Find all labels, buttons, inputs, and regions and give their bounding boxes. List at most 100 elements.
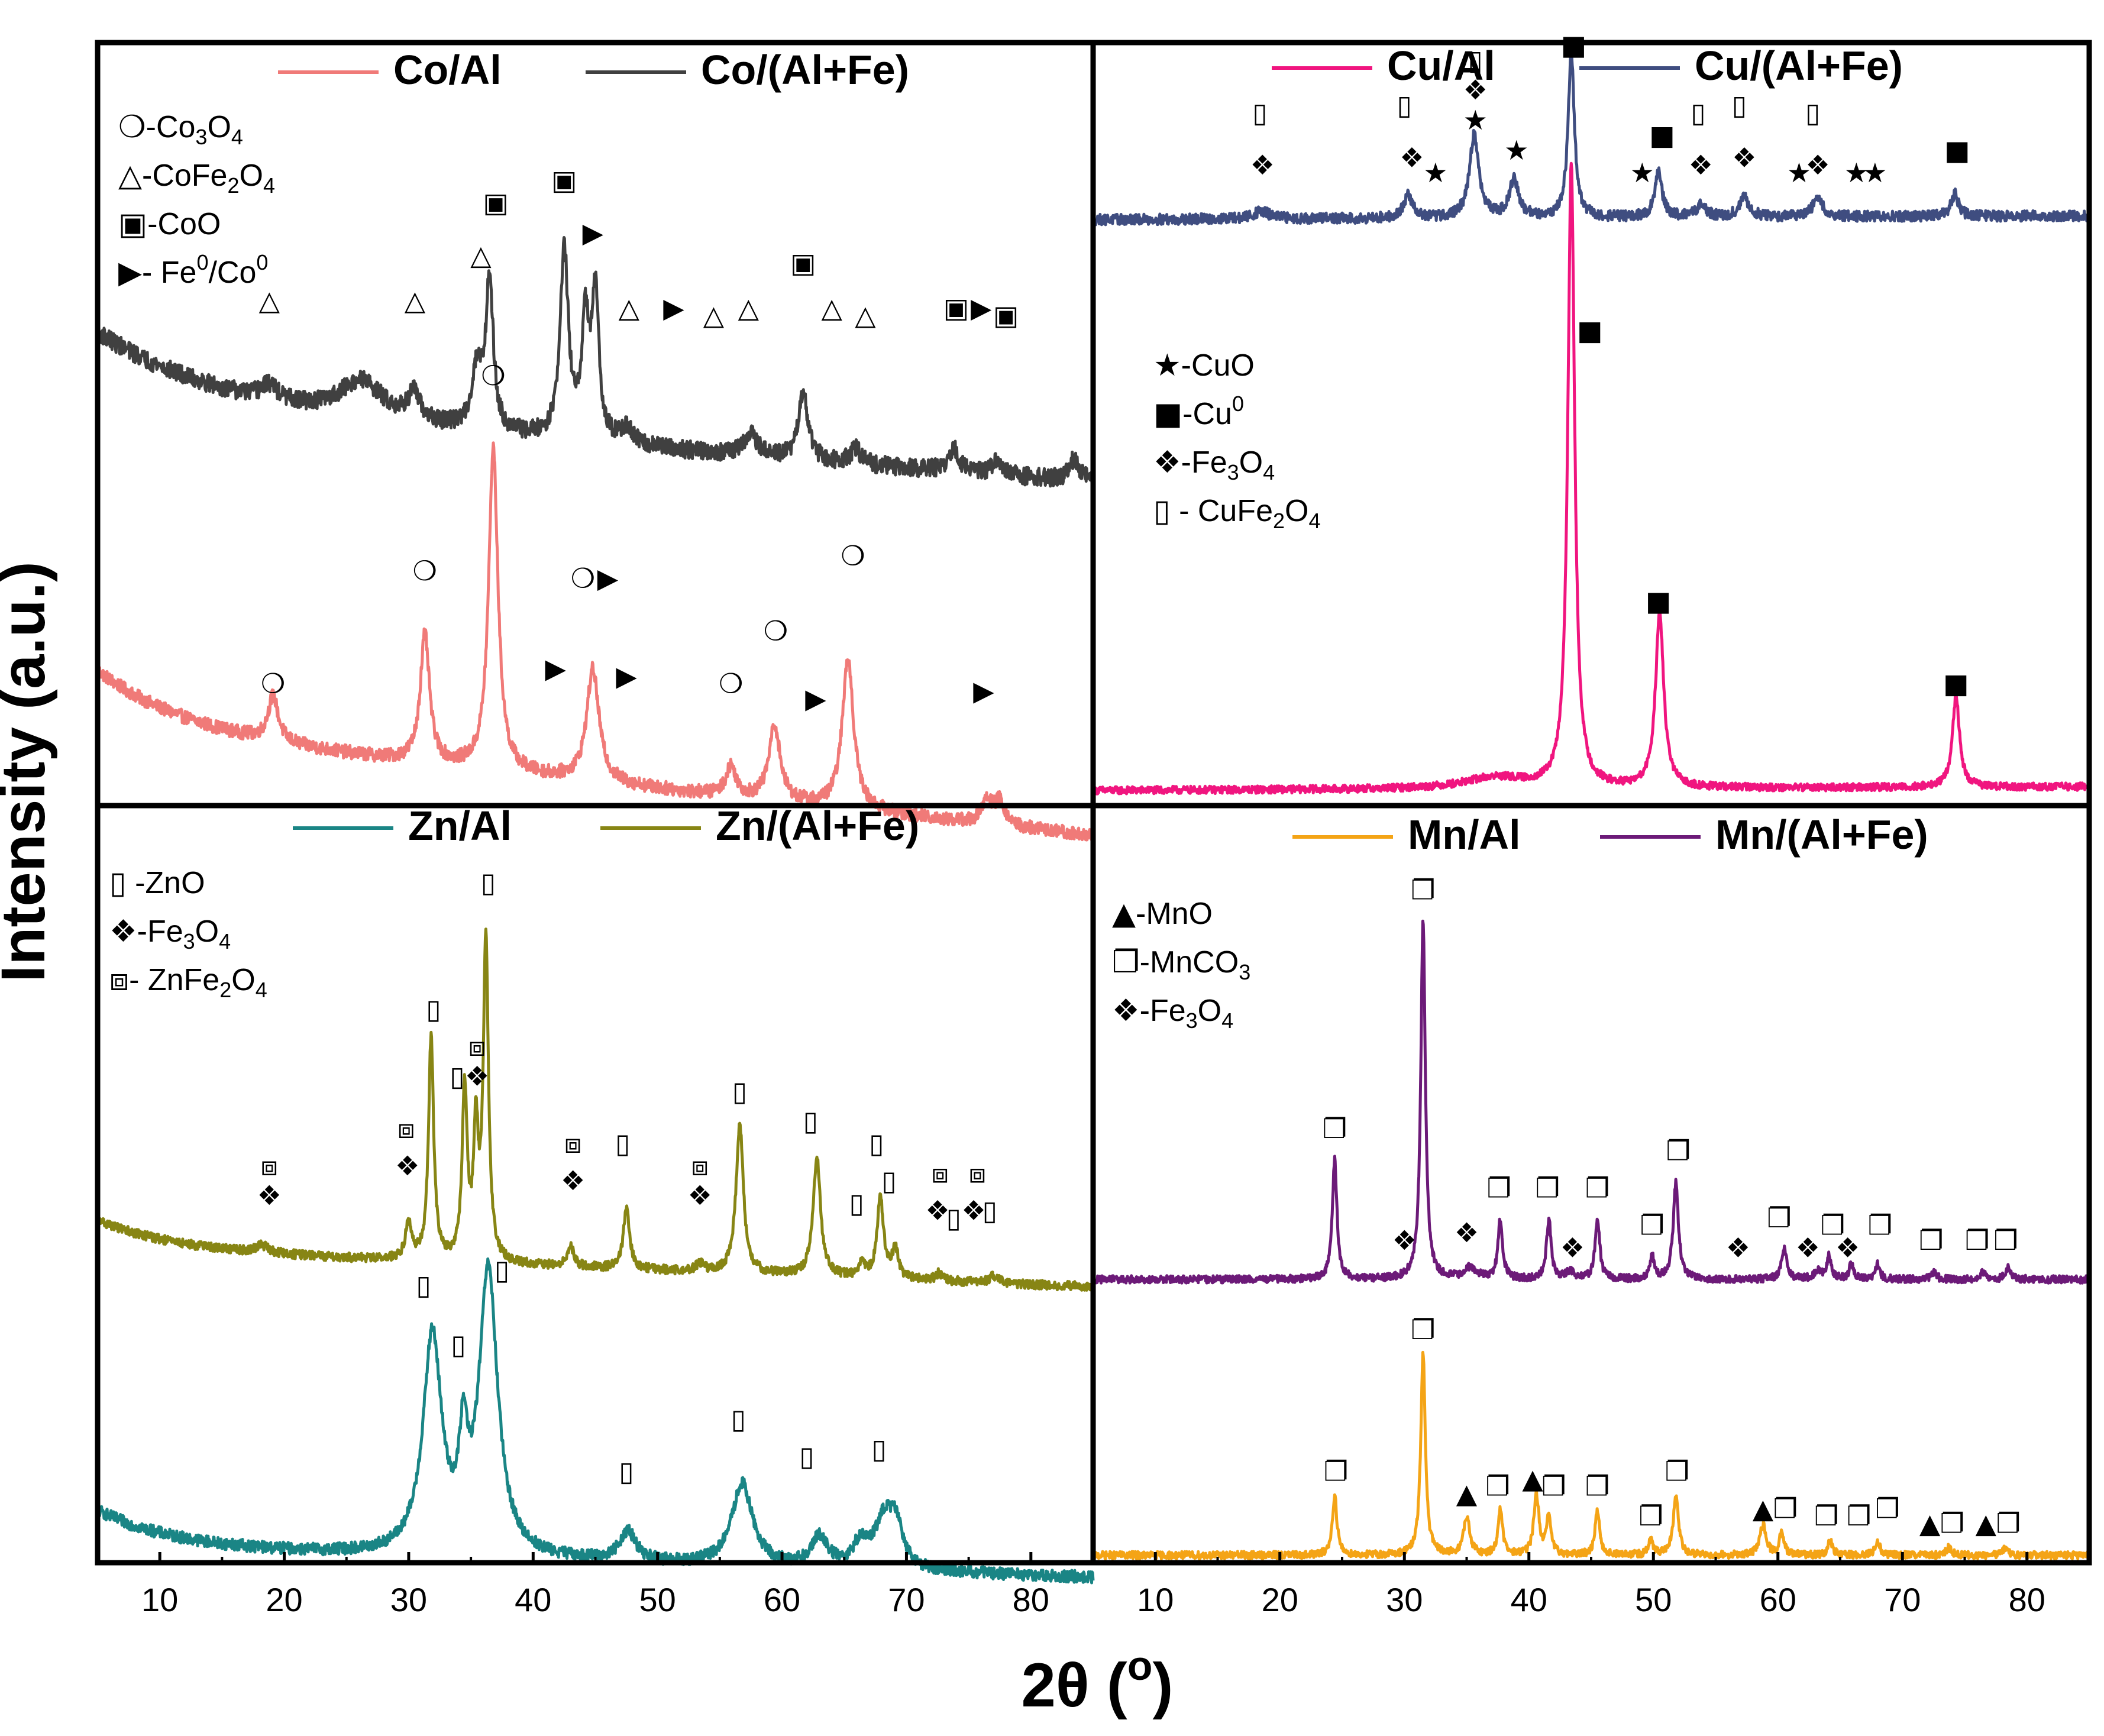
phase-marker-mn-0: ❐ xyxy=(1324,1455,1348,1487)
phase-marker-cu-6: ▯ xyxy=(1397,89,1412,121)
phase-marker-mn-27: ❐ xyxy=(1666,1135,1691,1167)
phase-marker-co-15: ▣ xyxy=(483,187,508,219)
x-tick-label-zn-0: 10 xyxy=(141,1581,178,1618)
phase-marker-mn-4: ▲ xyxy=(1522,1463,1543,1495)
phase-marker-co-20: △ xyxy=(703,299,725,331)
phase-key-part: ▯ xyxy=(1153,493,1171,529)
phase-key-part: 3 xyxy=(195,125,207,149)
phase-key-cu-0: ★-CuO xyxy=(1153,348,1255,383)
phase-marker-cu-1: ■ xyxy=(1646,585,1671,617)
legend-label-co-1: Co/(Al+Fe) xyxy=(701,47,909,93)
phase-marker-mn-6: ❐ xyxy=(1585,1470,1609,1502)
phase-marker-co-7: ❍ xyxy=(719,668,743,700)
phase-key-part: O xyxy=(231,963,255,997)
phase-marker-mn-16: ▲ xyxy=(1976,1508,1997,1540)
phase-key-part: ▲ xyxy=(1112,896,1136,932)
phase-key-cu-2: ❖-Fe3O4 xyxy=(1153,445,1275,484)
x-tick-label-mn-5: 60 xyxy=(1760,1581,1796,1618)
x-axis-label: 2θ (o) xyxy=(1021,1643,1173,1720)
phase-marker-mn-22: ❐ xyxy=(1487,1172,1511,1204)
phase-marker-zn-10: ⧈ xyxy=(397,1113,415,1145)
phase-marker-zn-21: ▯ xyxy=(732,1075,747,1107)
phase-marker-co-11: ▶ xyxy=(973,675,994,707)
series-line-mn-0 xyxy=(1091,1350,2091,1561)
phase-marker-co-1: ❍ xyxy=(413,555,437,587)
x-tick-label-zn-5: 60 xyxy=(764,1581,800,1618)
phase-key-zn-1: ❖-Fe3O4 xyxy=(109,914,231,953)
phase-marker-co-24: △ xyxy=(855,299,876,331)
series-line-cu-0 xyxy=(1091,161,2091,796)
legend-label-zn-0: Zn/Al xyxy=(408,803,512,849)
phase-marker-cu-15: ❖ xyxy=(1689,149,1713,181)
phase-marker-mn-20: ❖ xyxy=(1392,1224,1417,1256)
phase-marker-mn-8: ❐ xyxy=(1665,1455,1689,1487)
phase-marker-zn-20: ⧈ xyxy=(691,1150,709,1182)
x-tick-label-zn-4: 50 xyxy=(639,1581,676,1618)
x-tick-label-mn-2: 30 xyxy=(1386,1581,1423,1618)
phase-marker-zn-22: ▯ xyxy=(803,1105,818,1137)
phase-key-part: -Fe xyxy=(137,914,183,949)
phase-marker-mn-30: ❖ xyxy=(1796,1231,1820,1263)
phase-marker-mn-1: ❐ xyxy=(1411,1314,1435,1346)
series-line-mn-1 xyxy=(1091,919,2091,1285)
phase-key-part: -ZnO xyxy=(127,866,205,900)
phase-marker-cu-14: ■ xyxy=(1649,119,1675,151)
phase-marker-mn-33: ❐ xyxy=(1868,1210,1892,1242)
phase-marker-zn-12: ▯ xyxy=(450,1061,464,1092)
phase-marker-mn-35: ❐ xyxy=(1965,1224,1989,1256)
phase-marker-cu-18: ▯ xyxy=(1732,89,1747,121)
phase-marker-zn-14: ⧈ xyxy=(468,1030,486,1062)
phase-marker-mn-23: ❐ xyxy=(1536,1172,1560,1204)
phase-marker-zn-29: ❖ xyxy=(961,1194,985,1226)
phase-key-part: ❖ xyxy=(1153,445,1181,480)
phase-marker-mn-28: ❖ xyxy=(1726,1231,1750,1263)
x-tick-label-zn-3: 40 xyxy=(515,1581,551,1618)
phase-marker-mn-24: ❖ xyxy=(1560,1231,1585,1263)
phase-marker-cu-24: ■ xyxy=(1944,134,1970,166)
phase-marker-co-16: ▣ xyxy=(551,164,577,196)
phase-key-part: ▣ xyxy=(118,206,147,242)
phase-marker-cu-17: ❖ xyxy=(1732,142,1756,174)
phase-key-mn-0: ▲-MnO xyxy=(1112,896,1213,932)
phase-key-part: O xyxy=(1198,994,1221,1028)
phase-marker-co-3: ▶ xyxy=(545,652,567,684)
x-tick-label-zn-1: 20 xyxy=(266,1581,302,1618)
phase-marker-zn-0: ▯ xyxy=(416,1269,431,1301)
x-tick-label-mn-3: 40 xyxy=(1511,1581,1547,1618)
phase-marker-zn-24: ▯ xyxy=(869,1127,884,1159)
phase-key-part: -CuO xyxy=(1181,348,1255,383)
phase-marker-zn-31: ▯ xyxy=(982,1194,997,1226)
panel-zn: ▯▯▯▯▯▯ ▯❖⧈ ❖⧈▯▯ ❖⧈▯❖⧈ ▯❖⧈▯▯▯▯▯❖⧈▯ ❖⧈▯Zn/Al Zn/… xyxy=(96,803,1095,1618)
phase-marker-cu-10: ★ xyxy=(1463,104,1488,136)
phase-marker-co-27: ▣ xyxy=(993,299,1019,331)
phase-marker-zn-19: ❖ xyxy=(688,1179,712,1211)
phase-marker-zn-23: ▯ xyxy=(849,1187,864,1219)
x-tick-label-zn-7: 80 xyxy=(1013,1581,1049,1618)
phase-key-co-0: ❍-Co3O4 xyxy=(118,109,243,149)
legend-label-mn-0: Mn/Al xyxy=(1408,812,1521,858)
series-line-co-1 xyxy=(96,236,1095,490)
phase-marker-zn-6: ▯ xyxy=(872,1433,887,1465)
phase-key-part: /Co xyxy=(208,256,256,290)
phase-marker-zn-25: ▯ xyxy=(881,1165,896,1197)
phase-marker-co-8: ❍ xyxy=(764,615,788,647)
phase-key-part: -Co xyxy=(146,110,196,144)
phase-key-part: ❐ xyxy=(1112,945,1140,980)
phase-key-part: 3 xyxy=(1239,960,1250,984)
x-tick-label-mn-4: 50 xyxy=(1635,1581,1672,1618)
phase-key-part: 3 xyxy=(1227,460,1239,484)
series-line-zn-0 xyxy=(96,1257,1095,1585)
phase-key-co-1: △-CoFe2O4 xyxy=(118,158,275,198)
phase-key-part: 2 xyxy=(1273,509,1285,533)
phase-key-part: O xyxy=(240,159,263,193)
phase-key-mn-2: ❖-Fe3O4 xyxy=(1112,993,1233,1033)
phase-marker-cu-21: ▯ xyxy=(1805,96,1820,128)
phase-key-co-2: ▣-CoO xyxy=(118,206,221,242)
phase-marker-co-19: ▶ xyxy=(663,292,684,324)
phase-key-part: ❖ xyxy=(1112,993,1140,1029)
phase-marker-cu-5: ❖ xyxy=(1400,142,1424,174)
x-axis-label-main: 2θ ( xyxy=(1021,1651,1127,1720)
phase-marker-co-4: ❍ xyxy=(571,562,595,594)
phase-marker-co-2: ❍ xyxy=(481,360,505,392)
